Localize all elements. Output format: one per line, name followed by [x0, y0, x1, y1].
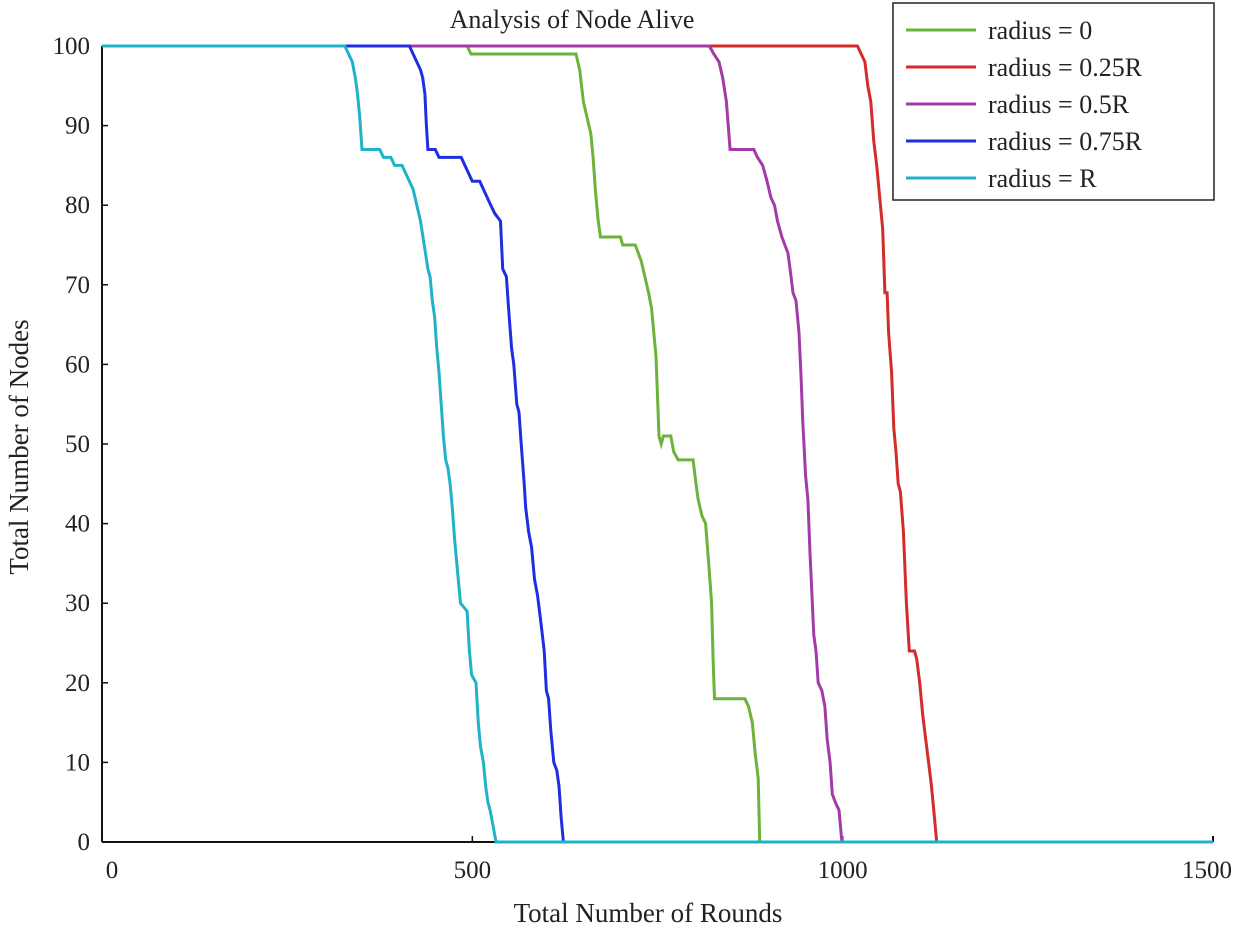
series-line-4	[102, 44, 1213, 844]
chart-title: Analysis of Node Alive	[450, 5, 695, 34]
legend-label-1: radius = 0.25R	[988, 53, 1143, 82]
series-lines	[102, 44, 1213, 844]
series-line-1	[102, 44, 1213, 844]
x-tick-label: 0	[106, 857, 119, 884]
y-axis-title: Total Number of Nodes	[4, 319, 34, 574]
x-ticks: 0 500 1000 1500	[101, 836, 1232, 884]
y-tick-label: 10	[65, 749, 90, 776]
legend-label-2: radius = 0.5R	[988, 90, 1130, 119]
legend-box	[892, 2, 1215, 201]
x-tick-label: 500	[454, 857, 492, 884]
y-tick-label: 50	[65, 431, 90, 458]
y-tick-label: 100	[53, 33, 91, 60]
y-tick-label: 30	[65, 590, 90, 617]
legend-label-4: radius = R	[988, 164, 1097, 193]
y-tick-label: 0	[78, 829, 91, 856]
y-tick-label: 80	[65, 192, 90, 219]
y-ticks: 0 10 20 30 40 50 60 70 80 90 100	[53, 33, 108, 856]
series-line-2	[102, 44, 1213, 844]
series-line-0	[102, 44, 1213, 844]
legend: radius = 0 radius = 0.25R radius = 0.5R rad…	[892, 2, 1215, 201]
y-tick-label: 40	[65, 511, 90, 538]
y-tick-label: 70	[65, 272, 90, 299]
y-tick-label: 60	[65, 351, 90, 378]
x-tick-label: 1500	[1182, 857, 1232, 884]
legend-label-3: radius = 0.75R	[988, 127, 1143, 156]
legend-label-0: radius = 0	[988, 16, 1092, 45]
x-tick-label: 1000	[818, 857, 868, 884]
series-line-3	[102, 44, 1213, 844]
x-axis-title: Total Number of Rounds	[514, 898, 783, 928]
y-tick-label: 90	[65, 113, 90, 140]
y-tick-label: 20	[65, 670, 90, 697]
